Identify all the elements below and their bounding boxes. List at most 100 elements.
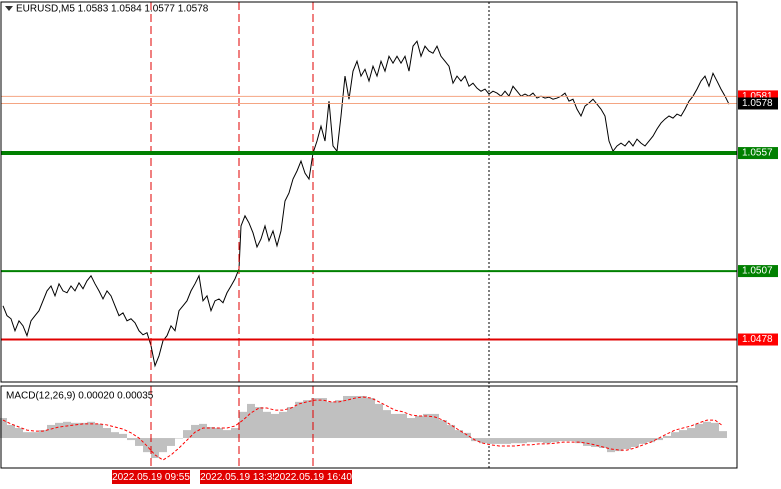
macd-bar	[399, 413, 407, 439]
level-label-box	[738, 333, 778, 346]
macd-bar	[7, 424, 15, 439]
macd-bar	[687, 428, 695, 439]
level-label-box	[738, 97, 778, 110]
macd-bar	[487, 438, 495, 444]
event-label: 2022.05.19 16:40	[274, 472, 352, 483]
macd-bar	[175, 438, 183, 439]
macd-bar	[247, 403, 255, 439]
macd-bar	[703, 421, 711, 439]
macd-bar	[79, 422, 87, 439]
macd-bar	[23, 432, 31, 439]
macd-bar	[327, 401, 335, 439]
macd-bar	[391, 413, 399, 439]
macd-bar	[375, 403, 383, 439]
event-label: 2022.05.19 09:55	[112, 472, 190, 483]
macd-bar	[607, 438, 615, 453]
macd-bar	[495, 438, 503, 444]
macd-bar	[567, 438, 575, 442]
macd-bar	[119, 433, 127, 439]
level-label: 1.0578	[742, 98, 773, 109]
event-label: 2022.05.19 13:35	[200, 472, 278, 483]
macd-panel-frame	[0, 385, 738, 469]
macd-bar	[431, 413, 439, 439]
macd-bar	[103, 428, 111, 439]
macd-bar	[575, 438, 583, 444]
level-label: 1.0557	[742, 148, 773, 159]
macd-bar	[55, 422, 63, 439]
level-label-box	[738, 147, 778, 160]
macd-bar	[0, 418, 7, 439]
price-line	[2, 40, 730, 368]
macd-bar	[407, 418, 415, 439]
macd-bar	[47, 424, 55, 439]
macd-bar	[639, 438, 647, 444]
level-label-box	[738, 265, 778, 278]
macd-bar	[287, 407, 295, 439]
macd-bar	[223, 430, 231, 439]
macd-bar	[711, 422, 719, 439]
macd-bar	[671, 432, 679, 439]
macd-bar	[503, 438, 511, 444]
macd-bar	[279, 411, 287, 439]
macd-bar	[71, 422, 79, 439]
macd-bar	[135, 438, 143, 446]
chart-title: EURUSD,M5 1.0583 1.0584 1.0577 1.0578	[16, 4, 209, 15]
macd-bar	[527, 438, 535, 443]
level-label: 1.0507	[742, 266, 773, 277]
macd-bar	[199, 423, 207, 439]
macd-bar	[447, 424, 455, 439]
macd-bar	[351, 395, 359, 439]
macd-bar	[159, 438, 167, 453]
signal-line	[2, 396, 724, 461]
macd-bar	[719, 431, 727, 439]
macd-bar	[319, 398, 327, 439]
macd-bar	[695, 423, 703, 439]
macd-bar	[383, 410, 391, 439]
macd-bar	[191, 424, 199, 439]
macd-bar	[367, 398, 375, 439]
macd-bar	[415, 415, 423, 439]
macd-bar	[231, 428, 239, 439]
macd-bar	[207, 427, 215, 439]
macd-bar	[543, 438, 551, 444]
collapse-triangle	[5, 6, 13, 11]
macd-bar	[95, 423, 103, 439]
macd-bar	[255, 407, 263, 439]
level-label: 1.0478	[742, 334, 773, 345]
macd-bar	[519, 438, 527, 444]
macd-bar	[151, 438, 159, 459]
event-label-box	[200, 470, 278, 484]
macd-bar	[463, 432, 471, 439]
macd-bar	[615, 438, 623, 452]
level-label: 1.0581	[742, 91, 773, 102]
macd-bar	[111, 432, 119, 439]
macd-bar	[559, 438, 567, 442]
event-label-box	[274, 470, 352, 484]
macd-bar	[183, 430, 191, 439]
macd-bar	[63, 421, 71, 439]
macd-bar	[599, 438, 607, 449]
macd-bar	[583, 438, 591, 446]
macd-bar	[87, 421, 95, 439]
macd-bar	[423, 413, 431, 439]
labels-layer: 2022.05.19 09:55 2022.05.19 13:352022.05.…	[112, 90, 778, 484]
macd-bar	[479, 438, 487, 444]
macd-bar	[263, 411, 271, 439]
macd-bar	[295, 401, 303, 439]
main-panel-frame	[0, 1, 738, 383]
macd-bar	[455, 430, 463, 439]
macd-bar	[271, 413, 279, 439]
macd-bar	[631, 438, 639, 447]
macd-bar	[143, 438, 151, 453]
macd-bar	[215, 428, 223, 439]
event-label-box	[112, 470, 190, 484]
macd-bar	[31, 432, 39, 439]
macd-title: MACD(12,26,9) 0.00020 0.00035	[6, 391, 154, 402]
macd-bar	[511, 438, 519, 444]
macd-bar	[655, 438, 663, 441]
marks-layer	[0, 2, 737, 468]
macd-bar	[679, 430, 687, 439]
macd-bar	[311, 398, 319, 439]
macd-bar	[439, 420, 447, 439]
